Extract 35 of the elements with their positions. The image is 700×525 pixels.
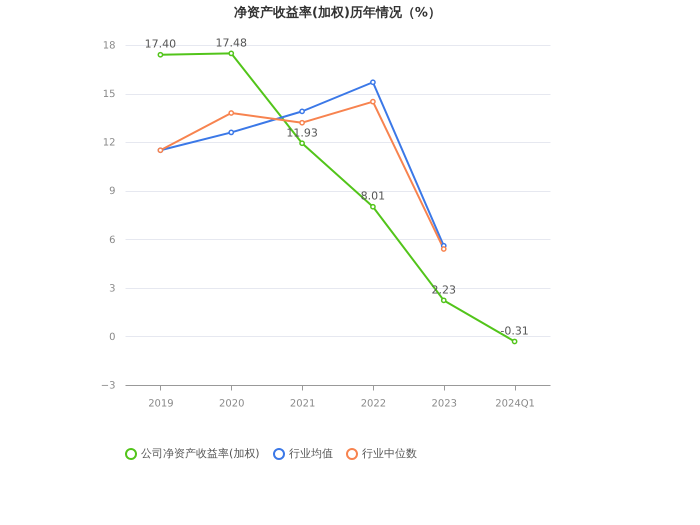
legend-label: 行业均值 <box>289 447 333 460</box>
x-tick-label: 2024Q1 <box>495 398 535 410</box>
point <box>228 130 234 136</box>
point <box>370 98 376 105</box>
data-label: -0.31 <box>500 324 529 338</box>
point <box>440 297 447 304</box>
point <box>370 204 376 210</box>
y-tick-label: 9 <box>109 186 116 198</box>
point <box>228 50 234 56</box>
y-tick-label: 6 <box>109 234 116 246</box>
legend-label: 行业中位数 <box>362 447 417 460</box>
x-tick-label: 2023 <box>432 398 457 410</box>
point <box>299 120 305 126</box>
chart-title: 净资产收益率(加权)历年情况（%） <box>234 4 441 20</box>
legend-label: 公司净资产收益率(加权) <box>141 447 260 460</box>
point <box>228 110 234 116</box>
y-tick-label: 18 <box>102 40 116 52</box>
y-tick-label: 15 <box>102 89 116 100</box>
data-label: 17.40 <box>144 38 176 51</box>
y-tick-label: −3 <box>100 380 116 392</box>
point <box>512 338 518 344</box>
data-label: 17.48 <box>216 36 247 50</box>
y-tick-label: 3 <box>109 283 116 294</box>
x-tick-label: 2019 <box>148 398 174 410</box>
point <box>370 79 376 86</box>
point <box>299 108 305 114</box>
data-label: 8.01 <box>360 190 386 203</box>
y-tick-label: 12 <box>102 138 116 149</box>
point <box>440 246 447 252</box>
x-tick-label: 2021 <box>290 398 316 410</box>
y-tick-label: 0 <box>109 332 116 343</box>
point <box>158 52 164 58</box>
x-tick-label: 2020 <box>219 398 244 410</box>
point <box>299 140 305 146</box>
x-tick-label: 2022 <box>360 398 386 410</box>
